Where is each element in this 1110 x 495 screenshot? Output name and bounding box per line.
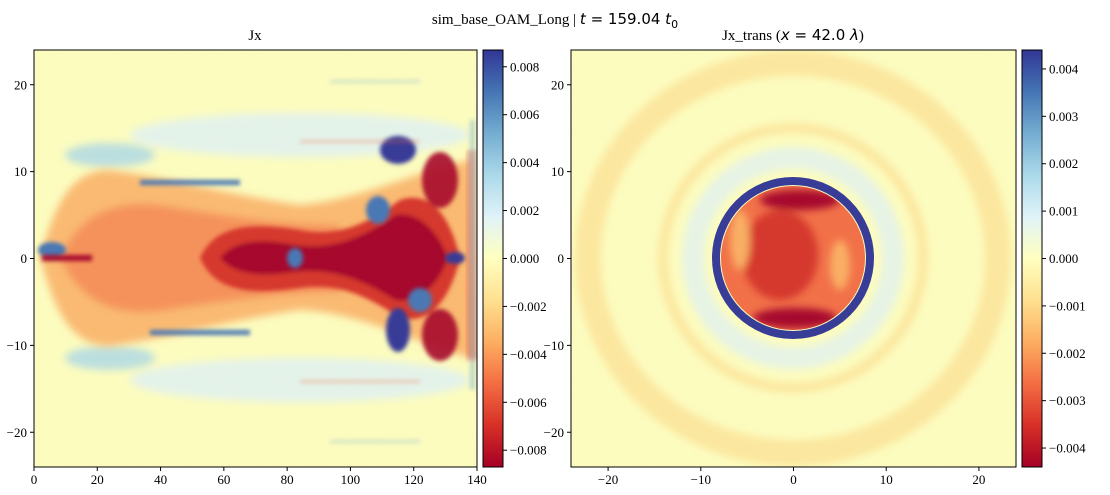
colorbar-tick-label: 0.000 xyxy=(510,251,539,266)
y-tick-label: 10 xyxy=(14,164,27,179)
right-title-eq: = 42.0 xyxy=(790,26,850,44)
suptitle-t0: t xyxy=(665,10,672,28)
colorbar-tick-label: 0.004 xyxy=(510,155,540,170)
jxtrans-y-axis: 20 10 0 −10 −20 xyxy=(544,77,571,440)
colorbar-tick-label: −0.001 xyxy=(1049,298,1086,313)
colorbar-tick-label: −0.004 xyxy=(510,347,547,362)
x-tick-label: 120 xyxy=(404,472,424,487)
jxtrans-colorbar-ticks: 0.004 0.003 0.002 0.001 0.000 −0.001 −0.002 −0.… xyxy=(1042,61,1086,456)
y-tick-label: 20 xyxy=(14,77,27,92)
colorbar-tick-label: 0.004 xyxy=(1049,61,1079,76)
x-tick-label: 100 xyxy=(341,472,361,487)
y-tick-label: 10 xyxy=(551,164,564,179)
left-panel-title: Jx xyxy=(248,28,262,44)
colorbar-tick-label: 0.008 xyxy=(510,59,539,74)
x-tick-label: −20 xyxy=(598,472,618,487)
y-tick-label: 20 xyxy=(551,77,564,92)
suptitle-prefix: sim_base_OAM_Long | xyxy=(432,12,580,28)
y-tick-label: −10 xyxy=(544,338,564,353)
jx-noise xyxy=(34,50,477,467)
jxtrans-colorbar xyxy=(1021,49,1043,468)
jxtrans-heatmap xyxy=(571,50,1016,467)
x-tick-label: 80 xyxy=(281,472,294,487)
suptitle-t: t xyxy=(580,10,587,28)
jx-heatmap xyxy=(34,50,477,467)
suptitle-t0-sub: 0 xyxy=(671,18,678,31)
suptitle-eq: = 159.04 xyxy=(586,10,665,28)
y-tick-label: −20 xyxy=(7,425,27,440)
y-tick-label: 0 xyxy=(21,251,28,266)
colorbar-tick-label: 0.003 xyxy=(1049,109,1078,124)
right-title-suffix: ) xyxy=(859,28,864,44)
y-tick-label: −20 xyxy=(544,425,564,440)
x-tick-label: 20 xyxy=(972,472,985,487)
jxtrans-x-axis: −20 −10 0 10 20 xyxy=(598,467,985,487)
colorbar-tick-label: 0.001 xyxy=(1049,204,1078,219)
x-tick-label: 40 xyxy=(154,472,167,487)
right-title-x: x xyxy=(780,26,790,44)
x-tick-label: 140 xyxy=(467,472,487,487)
jx-colorbar-ticks: 0.008 0.006 0.004 0.002 0.000 −0.002 −0.004 −0.… xyxy=(503,59,547,458)
colorbar-tick-label: −0.008 xyxy=(510,443,547,458)
x-tick-label: 0 xyxy=(31,472,38,487)
x-tick-label: 60 xyxy=(217,472,230,487)
right-panel-title: Jx_trans (x = 42.0 λ) xyxy=(722,26,864,44)
colorbar-tick-label: −0.003 xyxy=(1049,393,1086,408)
colorbar-tick-label: 0.006 xyxy=(510,107,540,122)
x-tick-label: 10 xyxy=(880,472,893,487)
jx-x-axis: 0 20 40 60 80 100 120 140 xyxy=(31,467,487,487)
colorbar-tick-label: 0.000 xyxy=(1049,251,1078,266)
colorbar-tick-label: −0.004 xyxy=(1049,441,1086,456)
colorbar-tick-label: −0.006 xyxy=(510,395,547,410)
jx-y-axis: 20 10 0 −10 −20 xyxy=(7,77,34,440)
y-tick-label: −10 xyxy=(7,338,27,353)
jx-colorbar xyxy=(482,49,504,468)
colorbar-tick-label: 0.002 xyxy=(510,203,539,218)
colorbar-tick-label: 0.002 xyxy=(1049,156,1078,171)
right-title-prefix: Jx_trans ( xyxy=(722,28,781,44)
colorbar-tick-label: −0.002 xyxy=(1049,346,1086,361)
right-title-lambda: λ xyxy=(849,26,859,44)
x-tick-label: 20 xyxy=(91,472,104,487)
x-tick-label: −10 xyxy=(691,472,711,487)
colorbar-tick-label: −0.002 xyxy=(510,299,547,314)
jxtrans-noise xyxy=(571,50,1016,467)
y-tick-label: 0 xyxy=(558,251,565,266)
figure-suptitle: sim_base_OAM_Long | t = 159.04 t0 xyxy=(432,10,678,31)
x-tick-label: 0 xyxy=(790,472,797,487)
